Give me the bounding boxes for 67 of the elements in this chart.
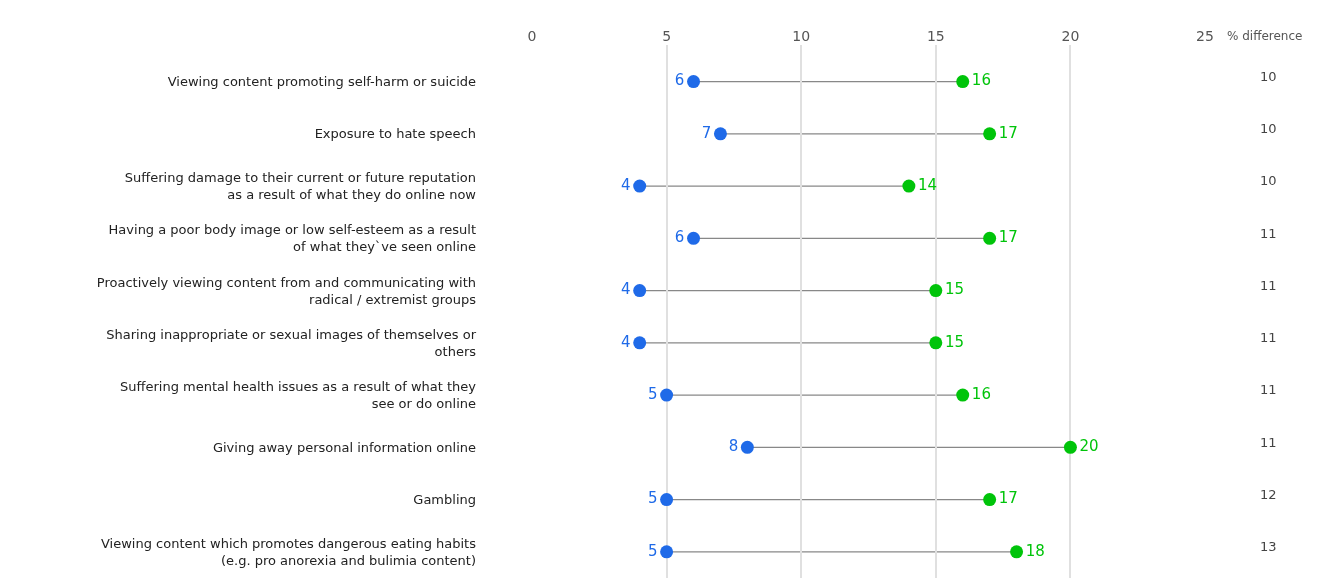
data-label: 16 — [971, 384, 991, 403]
data-label: 18 — [1025, 541, 1045, 560]
x-tick-label: 25 — [1196, 28, 1214, 45]
text: 11 — [1260, 278, 1277, 293]
data-label: 5 — [647, 541, 658, 560]
text: 12 — [1260, 487, 1277, 502]
data-label: 17 — [998, 228, 1018, 247]
x-tick-label: 5 — [662, 28, 672, 45]
y-tick-label: Exposure to hate speech — [314, 126, 476, 142]
data-label: 6 — [674, 71, 685, 90]
text: 13 — [1260, 539, 1277, 554]
x-tick-label: 0 — [527, 28, 537, 45]
point — [983, 231, 997, 245]
x-tick-label: 15 — [926, 28, 945, 45]
data-label: 17 — [998, 489, 1018, 508]
x-tick-label: 10 — [792, 28, 811, 45]
data-label: 8 — [728, 437, 739, 456]
point — [1063, 440, 1077, 454]
data-label: 6 — [674, 228, 685, 247]
text: 11 — [1260, 330, 1277, 345]
point — [660, 545, 674, 559]
point — [983, 493, 997, 507]
data-label: 5 — [647, 489, 658, 508]
y-tick-label: Sharing inappropriate or sexual images of themselves or others — [106, 326, 477, 359]
text: 10 — [1260, 69, 1277, 84]
y-tick-label: Suffering damage to their current or future reputation as a result of what they do online now — [124, 170, 477, 203]
point — [687, 231, 701, 245]
y-tick-label: Gambling — [413, 492, 476, 508]
data-label: 14 — [918, 175, 938, 194]
point — [929, 284, 943, 298]
data-label: 15 — [944, 280, 965, 299]
y-tick-label: Giving away personal information online — [212, 439, 476, 455]
text: 11 — [1260, 435, 1277, 450]
data-label: 7 — [701, 123, 712, 142]
point — [660, 388, 674, 402]
data-label: 20 — [1079, 437, 1099, 456]
text: % difference — [1227, 29, 1303, 43]
data-label: 5 — [647, 384, 658, 403]
point — [633, 284, 647, 298]
point — [713, 127, 727, 141]
y-tick-label: Proactively viewing content from and communicating with radical / extremist groups — [96, 274, 477, 307]
data-label: 4 — [621, 332, 631, 351]
data-label: 4 — [621, 280, 631, 299]
text: 10 — [1260, 173, 1277, 188]
point — [1010, 545, 1024, 559]
data-label: 16 — [971, 71, 991, 90]
point — [633, 179, 647, 193]
text: 11 — [1260, 226, 1277, 241]
point — [929, 336, 943, 350]
data-label: 4 — [621, 175, 631, 194]
point — [956, 388, 970, 402]
y-tick-label: Suffering mental health issues as a result of what they see or do online — [120, 379, 477, 412]
x-tick-label: 20 — [1061, 28, 1080, 45]
y-tick-label: Having a poor body image or low self-esteem as a result of what they`ve seen online — [108, 222, 476, 255]
point — [956, 75, 970, 89]
point — [633, 336, 647, 350]
text: 11 — [1260, 382, 1277, 397]
point — [983, 127, 997, 141]
y-tick-label: Viewing content promoting self-harm or suicide — [167, 74, 476, 90]
point — [902, 179, 916, 193]
y-tick-label: Viewing content which promotes dangerous eating habits (e.g. pro anorexia and bulimia content) — [101, 535, 477, 568]
point — [687, 75, 701, 89]
point — [740, 440, 754, 454]
point — [660, 493, 674, 507]
text: 10 — [1260, 121, 1277, 136]
data-label: 17 — [998, 123, 1018, 142]
data-label: 15 — [944, 332, 965, 351]
